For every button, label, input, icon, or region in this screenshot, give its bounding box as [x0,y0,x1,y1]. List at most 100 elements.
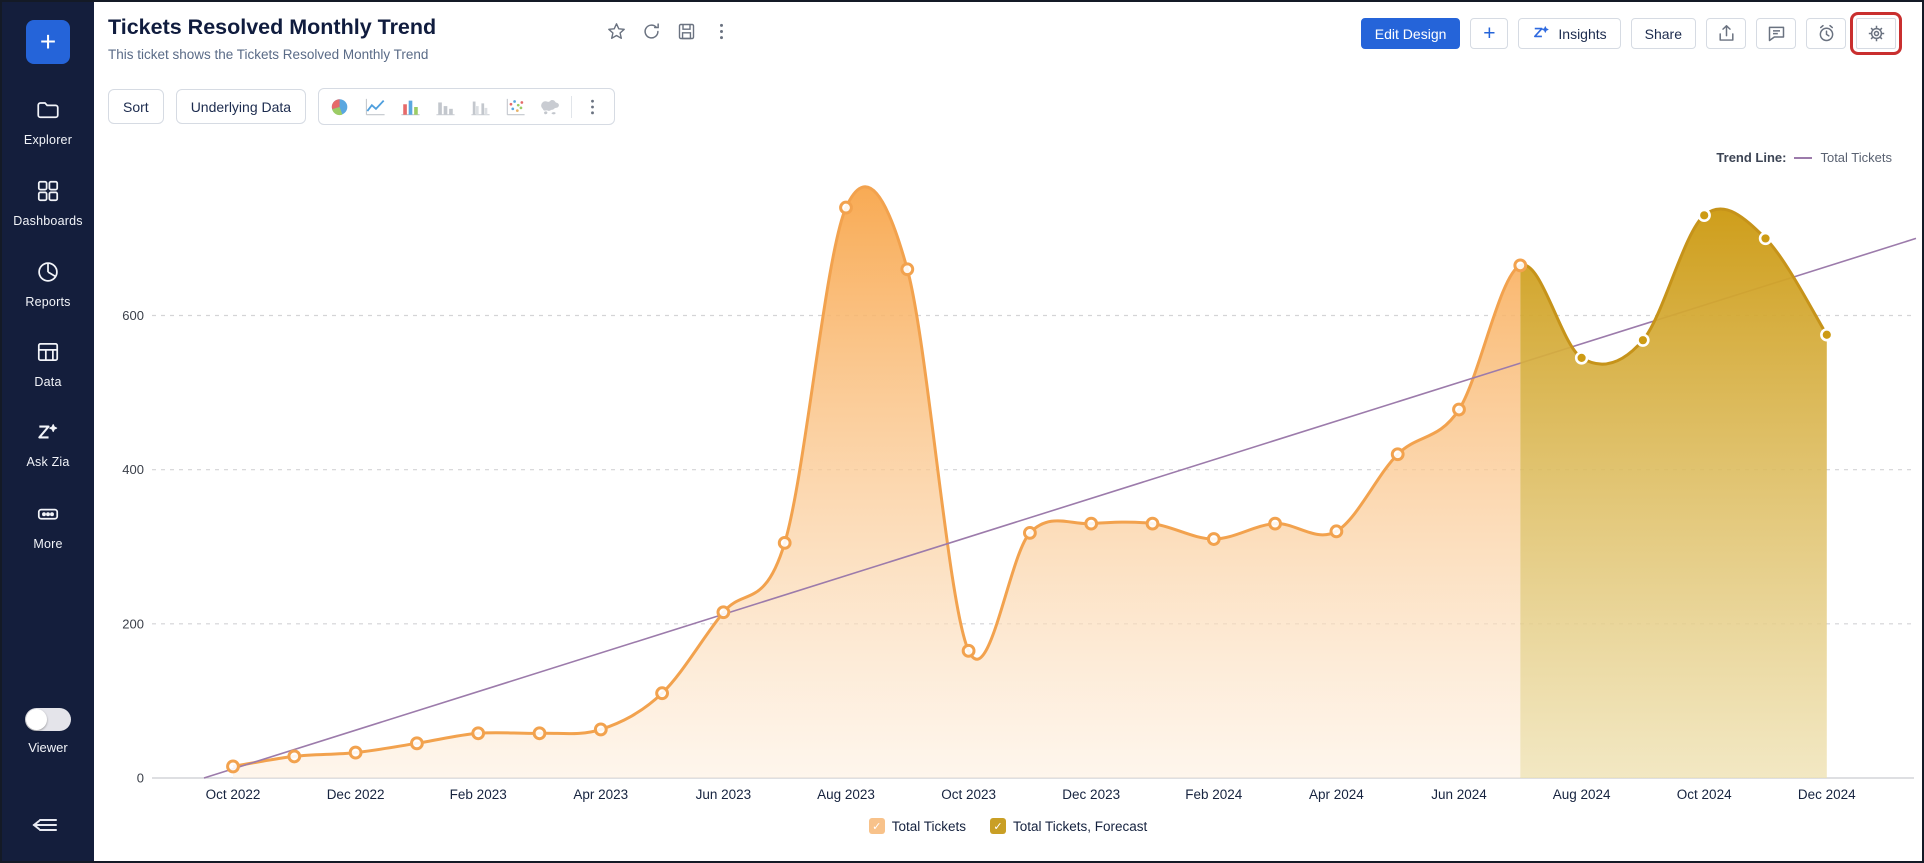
pie-outline-icon [35,259,61,290]
star-icon[interactable] [606,21,627,42]
x-axis-tick: Dec 2023 [1062,787,1120,802]
data-point-marker[interactable] [226,759,240,774]
sidebar: + Explorer Dashboards Reports Data Ask Zia Mo… [2,2,94,861]
data-point-marker[interactable] [716,605,731,620]
data-point-marker[interactable] [1513,258,1528,273]
x-axis-tick: Oct 2024 [1677,787,1732,802]
bar-chart-gray-icon[interactable] [428,92,463,122]
y-axis-tick: 600 [122,308,144,323]
x-axis-tick: Jun 2024 [1431,787,1487,802]
data-point-marker[interactable] [1329,524,1344,539]
export-icon [1716,23,1737,44]
legend-item[interactable]: ✓ Total Tickets, Forecast [989,818,1147,834]
data-point-marker[interactable] [593,722,608,737]
trend-legend-title: Trend Line: [1716,150,1787,165]
trend-line-swatch [1794,156,1813,159]
bar-chart-color-icon[interactable] [393,92,428,122]
x-axis-tick: Jun 2023 [696,787,752,802]
actual-area [233,186,1521,779]
map-icon[interactable] [533,92,568,122]
data-point-marker[interactable] [1820,328,1834,342]
data-point-marker[interactable] [532,726,547,741]
x-axis-tick: Dec 2022 [327,787,385,802]
zia-icon [35,419,61,450]
data-point-marker[interactable] [1574,351,1589,365]
data-point-marker[interactable] [777,535,792,550]
collapse-sidebar-icon[interactable] [30,812,60,843]
legend-checkbox[interactable]: ✓ [868,818,885,834]
alarm-button[interactable] [1806,18,1846,49]
chart-canvas[interactable]: 0 200 400 600 Oct 2022 Dec 2022 Feb 2023 Apr 20… [94,130,1924,822]
data-point-marker[interactable] [1390,447,1405,462]
line-chart-icon[interactable] [358,92,393,122]
divider [571,95,573,118]
export-button[interactable] [1706,18,1746,49]
viewer-toggle[interactable] [25,708,71,731]
data-point-marker[interactable] [1697,208,1711,222]
comment-button[interactable] [1756,18,1796,49]
chart-area: 0 200 400 600 Oct 2022 Dec 2022 Feb 2023 Apr 20… [94,130,1924,822]
sidebar-item-ask-zia[interactable]: Ask Zia [2,419,94,469]
sidebar-item-label: Data [34,375,62,389]
x-axis-tick: Feb 2024 [1185,787,1243,802]
legend-checkbox[interactable]: ✓ [989,818,1006,834]
data-point-marker[interactable] [1145,516,1160,531]
create-new-button[interactable]: + [26,20,70,64]
sidebar-item-label: Ask Zia [26,455,70,469]
add-button[interactable]: + [1470,18,1509,49]
data-point-marker[interactable] [1758,231,1773,246]
data-point-marker[interactable] [961,643,976,658]
report-toolbar: Sort Underlying Data [108,88,616,125]
viewer-toggle-label: Viewer [28,740,68,755]
sidebar-item-label: More [33,537,63,551]
settings-gear-icon [1866,23,1887,44]
edit-design-button[interactable]: Edit Design [1360,18,1461,49]
save-icon[interactable] [676,21,697,42]
sidebar-item-data[interactable]: Data [2,339,94,389]
legend-item[interactable]: ✓ Total Tickets [868,818,966,834]
scatter-icon[interactable] [498,92,533,122]
x-axis-tick: Apr 2024 [1309,787,1364,802]
data-point-marker[interactable] [655,686,669,701]
data-point-marker[interactable] [1084,516,1099,531]
sidebar-item-reports[interactable]: Reports [2,259,94,309]
sidebar-item-more[interactable]: More [2,501,94,551]
data-point-marker[interactable] [1636,333,1650,347]
sort-button[interactable]: Sort [108,89,164,124]
sidebar-item-dashboards[interactable]: Dashboards [2,178,94,228]
insights-button[interactable]: Insights [1518,18,1621,49]
data-point-marker[interactable] [287,749,302,764]
data-point-marker[interactable] [410,736,424,751]
grouped-bar-icon[interactable] [463,92,498,122]
sidebar-item-label: Dashboards [13,214,83,228]
pie-chart-icon[interactable] [323,92,358,122]
comment-icon [1766,23,1787,44]
data-point-marker[interactable] [839,200,853,215]
underlying-data-button[interactable]: Underlying Data [175,89,307,124]
folder-icon [35,97,61,128]
x-axis-tick: Oct 2022 [206,787,261,802]
refresh-icon[interactable] [641,21,662,42]
kebab-icon[interactable] [711,21,732,42]
data-point-marker[interactable] [1206,532,1221,546]
legend-label: Total Tickets [891,818,966,834]
x-axis-tick: Dec 2024 [1798,787,1856,802]
data-point-marker[interactable] [471,726,486,741]
data-point-marker[interactable] [1023,525,1037,540]
header: Tickets Resolved Monthly Trend This tick… [94,2,1922,74]
toggle-knob [26,709,47,730]
chart-type-switcher [318,88,616,125]
y-axis-tick: 400 [122,462,144,477]
zia-icon [1532,23,1551,45]
x-axis-tick: Feb 2023 [450,787,507,802]
data-point-marker[interactable] [900,262,915,277]
data-point-marker[interactable] [1452,402,1466,417]
data-point-marker[interactable] [348,745,363,760]
trend-line-legend: Trend Line: Total Tickets [1716,150,1892,165]
settings-gear-button[interactable] [1850,12,1902,55]
sidebar-item-explorer[interactable]: Explorer [2,97,94,147]
share-button[interactable]: Share [1630,18,1696,49]
more-chart-types-kebab-icon[interactable] [575,92,610,122]
alarm-icon [1816,23,1837,44]
data-point-marker[interactable] [1268,516,1282,531]
